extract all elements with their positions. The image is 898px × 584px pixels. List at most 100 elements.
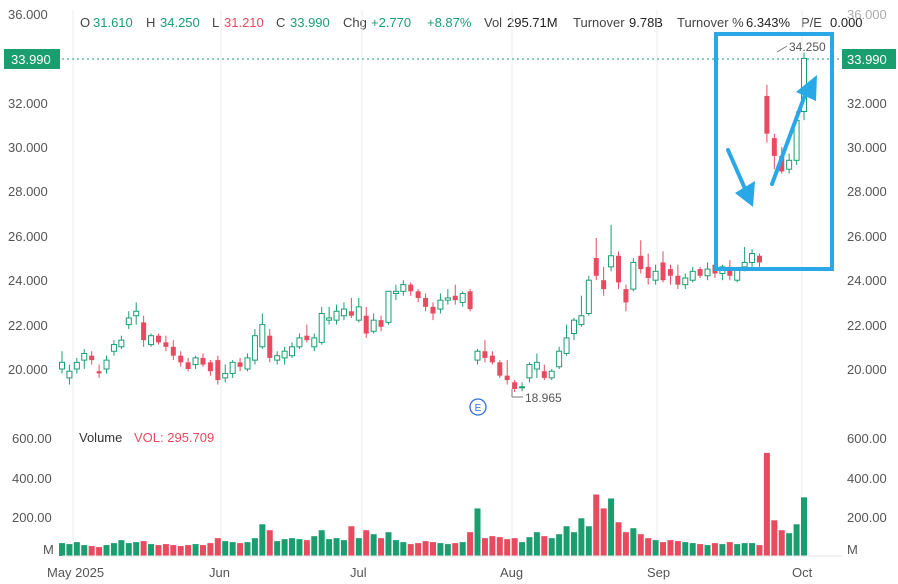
volume-bar [162, 544, 169, 556]
candle-body [118, 339, 125, 348]
x-tick-label: Jul [350, 565, 367, 580]
turnover-percent-label: Turnover % [677, 15, 744, 30]
volume-bar [222, 541, 229, 556]
low-value: 31.210 [224, 15, 264, 30]
volume-bar [600, 508, 607, 556]
volume-pane-header: Volume VOL: 295.709 [79, 430, 214, 445]
volume-bar [311, 536, 318, 556]
volume-bar [704, 545, 711, 556]
volume-tick-right: M [847, 542, 858, 557]
volume-bar [630, 528, 637, 556]
candle-body [370, 319, 377, 332]
volume-bar [355, 538, 362, 556]
candle-body [222, 372, 229, 379]
volume-bar [155, 545, 162, 556]
candle-body [786, 159, 793, 170]
candle-body [482, 351, 488, 358]
volume-label: Vol [484, 15, 502, 30]
candle-body [459, 293, 466, 303]
candle-body [103, 359, 110, 370]
x-tick-label: Sep [647, 565, 670, 580]
price-tick-right: 32.000 [847, 96, 887, 111]
candle-body [704, 268, 711, 277]
candle-body [667, 269, 673, 276]
arrow-down-head [735, 181, 755, 207]
candle-body [378, 320, 384, 327]
volume-title: Volume [79, 430, 122, 445]
arrow-down-icon [726, 148, 755, 207]
volume-bar [274, 541, 281, 556]
volume-bar [578, 518, 585, 556]
volume-bar [430, 542, 436, 556]
candle-body [623, 289, 629, 303]
volume-bar [392, 540, 399, 556]
candle-body [570, 319, 577, 334]
change-value: +2.770 [371, 15, 411, 30]
volume-bar [259, 524, 266, 556]
volume-bar [711, 543, 718, 556]
volume-bar [771, 520, 778, 556]
candle-body [519, 386, 526, 389]
price-tick-left: 28.000 [8, 184, 48, 199]
candle-body [593, 258, 599, 276]
candle-body [415, 291, 421, 298]
last-price-tag-right: 33.990 [842, 49, 896, 69]
volume-bar [504, 539, 511, 556]
arrow-down-shaft [726, 148, 748, 193]
volume-bar [778, 530, 785, 556]
candle-body [548, 370, 555, 379]
volume-current-value: VOL: 295.709 [134, 430, 214, 445]
candle-body [170, 346, 176, 356]
candle-body [764, 95, 770, 134]
candle-body [340, 308, 347, 317]
earnings-marker-circle[interactable] [469, 398, 487, 416]
volume-bar [422, 541, 429, 556]
pe-value: 0.000 [830, 15, 863, 30]
candle-body [267, 335, 273, 358]
volume-bar [133, 542, 140, 556]
volume-bar [726, 542, 733, 556]
volume-bar [652, 540, 659, 556]
volume-bar [251, 538, 258, 556]
candle-body [281, 350, 288, 359]
volume-bar [237, 543, 244, 556]
volume-bar [289, 538, 296, 556]
candle-body [689, 270, 696, 281]
volume-bar [489, 536, 496, 556]
volume-series [59, 452, 807, 556]
candle-body [616, 255, 621, 283]
x-tick-label: Jun [209, 565, 230, 580]
volume-bar [125, 543, 132, 556]
candle-body [289, 346, 296, 357]
candle-body [155, 335, 161, 343]
volume-bar [526, 537, 533, 556]
volume-bar [148, 544, 155, 556]
volume-bar [689, 543, 696, 556]
volume-bar [303, 540, 310, 556]
volume-bar [81, 545, 88, 556]
price-axis-left: 36.000 32.000 30.000 28.000 26.000 24.00… [8, 7, 48, 377]
earnings-marker[interactable]: E [469, 398, 487, 416]
volume-bar [615, 522, 622, 556]
volume-tick-left: 200.00 [12, 510, 52, 525]
candle-body [333, 310, 340, 321]
candle-body [697, 269, 703, 276]
candle-body [237, 362, 243, 367]
volume-bar [229, 542, 236, 556]
candle-body [363, 315, 369, 334]
candle-body [652, 270, 659, 281]
candle-body [504, 375, 510, 381]
candle-body [675, 275, 681, 285]
candle-body [251, 335, 258, 361]
candle-body [274, 355, 281, 361]
candle-body [229, 361, 236, 374]
candle-body [638, 255, 644, 270]
candle-body [437, 299, 444, 310]
candle-body [585, 279, 592, 315]
volume-bar [170, 545, 177, 556]
ohlc-header: O 31.610 H 34.250 L 31.210 C 33.990 Chg … [80, 15, 863, 30]
candle-body [630, 261, 637, 290]
price-tick-left: 26.000 [8, 229, 48, 244]
high-label: H [146, 15, 155, 30]
